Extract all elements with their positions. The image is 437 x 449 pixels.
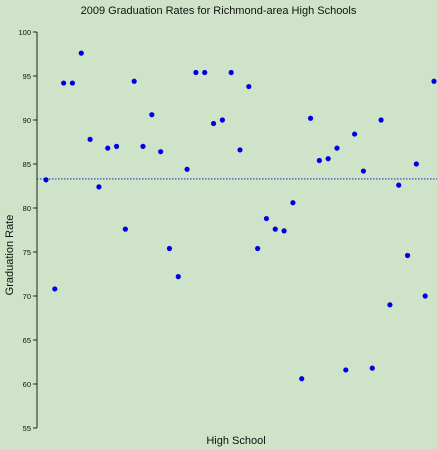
data-point <box>175 274 181 280</box>
data-point <box>149 112 155 118</box>
data-point <box>369 365 375 371</box>
data-point <box>52 286 58 292</box>
data-point <box>228 69 234 76</box>
y-tick-label: 85 <box>23 160 31 169</box>
y-tick-label: 90 <box>23 116 31 125</box>
data-point <box>404 252 411 259</box>
data-point <box>193 69 199 76</box>
data-point <box>131 78 137 84</box>
data-point <box>272 226 278 232</box>
data-point <box>140 143 146 149</box>
data-point <box>396 182 402 188</box>
y-tick-label: 95 <box>23 72 31 81</box>
y-axis-ticks: 55 60 65 70 75 80 85 90 95 100 <box>18 28 37 433</box>
data-point <box>387 302 393 308</box>
data-point <box>122 226 128 232</box>
data-point <box>210 120 217 127</box>
data-point <box>184 166 190 172</box>
data-points <box>43 50 437 382</box>
data-point <box>113 143 120 149</box>
y-tick-label: 55 <box>23 424 31 433</box>
data-point <box>413 161 419 167</box>
data-point <box>219 117 225 123</box>
data-point <box>78 50 84 56</box>
data-point <box>69 80 76 86</box>
data-point <box>87 136 93 142</box>
y-tick-label: 75 <box>23 248 31 257</box>
data-point <box>246 83 252 90</box>
data-point <box>237 147 243 153</box>
y-tick-label: 80 <box>23 204 31 213</box>
data-point <box>166 245 173 252</box>
data-point <box>158 149 164 155</box>
y-tick-label: 100 <box>18 28 31 37</box>
data-point <box>61 80 67 86</box>
x-axis-label: High School <box>206 435 265 447</box>
y-axis-label: Graduation Rate <box>4 215 16 296</box>
data-point <box>281 228 287 234</box>
chart-title: 2009 Graduation Rates for Richmond-area … <box>80 5 357 17</box>
data-point <box>263 215 270 222</box>
data-point <box>307 115 314 121</box>
data-point <box>325 156 331 162</box>
data-point <box>96 184 102 190</box>
y-tick-label: 70 <box>23 292 31 301</box>
data-point <box>378 117 384 123</box>
data-point <box>422 293 428 299</box>
y-tick-label: 60 <box>23 380 31 389</box>
data-point <box>316 157 322 164</box>
data-point <box>202 69 208 76</box>
data-point <box>334 145 340 151</box>
y-tick-label: 65 <box>23 336 31 345</box>
data-point <box>255 245 261 252</box>
data-point <box>43 177 49 183</box>
data-point <box>352 131 358 137</box>
data-point <box>105 145 111 151</box>
data-point <box>360 168 367 174</box>
data-point <box>299 376 305 382</box>
data-point <box>431 78 437 84</box>
data-point <box>343 367 349 373</box>
data-point <box>290 200 296 206</box>
